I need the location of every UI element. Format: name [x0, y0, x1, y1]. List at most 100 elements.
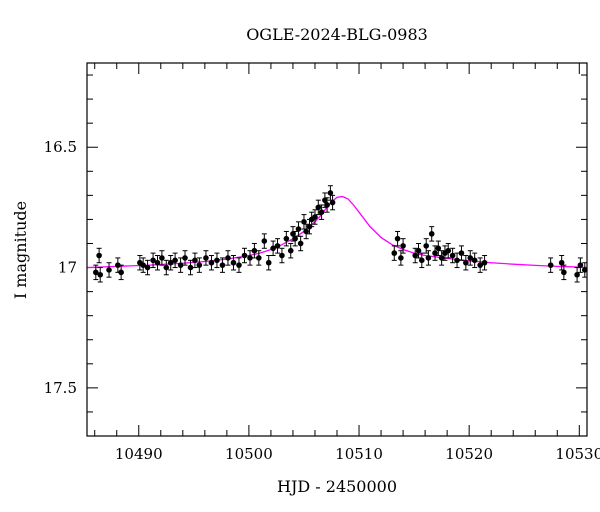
data-point-marker	[329, 199, 336, 206]
data-point-marker	[315, 204, 322, 211]
data-point-marker	[230, 259, 237, 266]
data-point-marker	[423, 243, 430, 249]
data-point	[154, 255, 161, 271]
data-point-marker	[425, 255, 432, 261]
data-point	[279, 247, 285, 264]
data-point	[318, 204, 325, 220]
data-point-marker	[219, 262, 226, 268]
data-point-marker	[287, 247, 294, 254]
data-point	[163, 259, 170, 276]
data-point-marker	[144, 264, 151, 271]
data-point-marker	[558, 259, 565, 266]
data-point-marker	[581, 267, 588, 273]
data-point	[329, 194, 336, 211]
data-point	[106, 262, 112, 278]
data-point-marker	[398, 255, 404, 261]
data-point-marker	[415, 247, 422, 254]
data-point-marker	[301, 219, 307, 225]
data-point	[547, 257, 554, 273]
data-point	[467, 250, 474, 266]
data-point-marker	[163, 264, 170, 271]
data-point-marker	[318, 209, 325, 215]
data-point	[196, 257, 203, 273]
y-axis-label: I magnitude	[11, 201, 30, 299]
data-point	[561, 264, 567, 281]
data-point-marker	[97, 271, 104, 278]
data-point	[118, 264, 124, 281]
data-point-marker	[467, 255, 474, 261]
data-point	[577, 257, 584, 273]
data-point	[428, 226, 435, 242]
data-point	[415, 242, 422, 259]
x-tick-label: 10510	[335, 445, 383, 463]
data-point-marker	[172, 257, 178, 264]
data-point	[93, 264, 99, 281]
data-point	[177, 257, 184, 273]
data-point-marker	[283, 235, 290, 242]
data-point	[477, 257, 483, 273]
data-point	[225, 250, 231, 266]
data-point-marker	[577, 262, 584, 268]
data-point	[394, 230, 401, 247]
data-point	[301, 214, 307, 230]
data-point-marker	[463, 259, 469, 266]
data-point-marker	[391, 250, 398, 256]
data-point-marker	[167, 259, 174, 266]
data-point-marker	[182, 255, 188, 261]
data-point	[412, 247, 418, 264]
data-point	[391, 245, 398, 261]
data-point	[312, 209, 318, 225]
data-point	[419, 252, 425, 269]
y-tick-label: 17.5	[44, 379, 77, 397]
data-point	[425, 250, 432, 266]
data-point-marker	[279, 252, 285, 259]
data-point-marker	[265, 259, 272, 266]
data-point-marker	[454, 257, 460, 264]
data-point-marker	[435, 245, 442, 252]
data-point-marker	[150, 257, 156, 264]
data-point-marker	[481, 259, 488, 266]
data-point	[283, 230, 290, 247]
data-point-marker	[187, 264, 194, 271]
data-point	[241, 247, 248, 264]
data-point-marker	[177, 262, 184, 268]
data-point-marker	[290, 231, 296, 237]
data-point	[251, 242, 258, 259]
data-point	[574, 267, 580, 283]
data-point	[292, 230, 298, 247]
data-point-marker	[324, 202, 330, 208]
data-point-marker	[477, 262, 483, 268]
data-point-marker	[547, 262, 554, 268]
data-point-marker	[400, 243, 406, 249]
x-tick-label: 10500	[225, 445, 273, 463]
data-point-marker	[297, 240, 304, 247]
data-point	[96, 247, 102, 264]
data-point-marker	[312, 214, 318, 220]
data-point-marker	[449, 252, 456, 259]
data-point	[438, 250, 445, 266]
data-point	[445, 242, 452, 259]
data-point	[159, 250, 165, 266]
data-point	[172, 252, 178, 269]
data-point	[400, 238, 406, 254]
data-point-marker	[225, 255, 231, 261]
data-point	[324, 197, 330, 213]
data-point	[558, 255, 565, 271]
data-point-marker	[428, 231, 435, 237]
data-point	[481, 255, 488, 271]
data-point-marker	[106, 267, 112, 273]
data-point-marker	[115, 262, 121, 268]
data-point-marker	[303, 228, 309, 235]
data-point-marker	[295, 226, 302, 232]
data-point-marker	[327, 190, 334, 196]
data-point	[219, 257, 226, 273]
data-point-marker	[159, 255, 165, 261]
data-point-marker	[140, 262, 146, 268]
x-tick-label: 10520	[445, 445, 493, 463]
data-point-marker	[261, 238, 268, 244]
data-point-marker	[247, 255, 253, 261]
data-point	[97, 267, 104, 283]
data-point-marker	[394, 235, 401, 242]
data-point	[327, 185, 334, 201]
data-point	[140, 257, 146, 273]
